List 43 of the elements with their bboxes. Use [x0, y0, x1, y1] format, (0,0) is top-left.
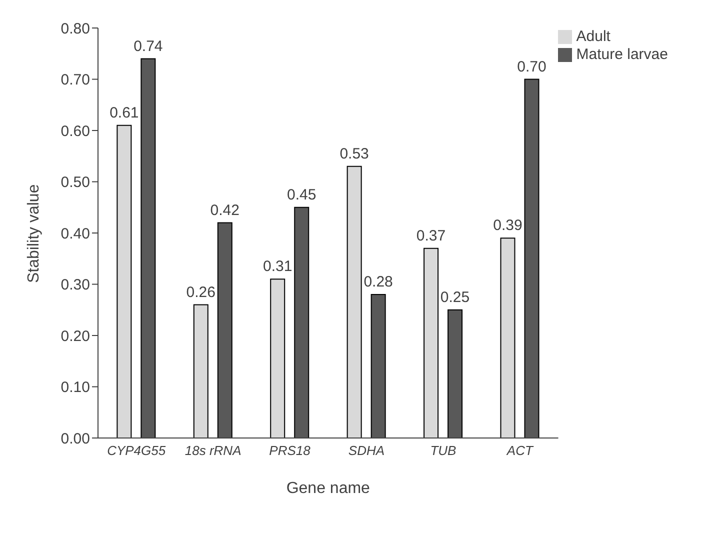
bar — [500, 238, 516, 438]
y-tick-label: 0.70 — [60, 72, 90, 89]
data-label: 0.42 — [210, 202, 240, 219]
data-label: 0.26 — [186, 284, 216, 301]
x-tick-label: 18s rRNA — [184, 443, 242, 458]
y-tick-label: 0.10 — [60, 379, 90, 396]
bar — [217, 222, 232, 438]
bar — [193, 304, 208, 438]
legend-label: Adult — [576, 28, 610, 45]
data-label: 0.31 — [263, 258, 292, 276]
data-label: 0.45 — [287, 186, 316, 204]
bar — [424, 248, 439, 438]
data-label: 0.53 — [340, 145, 369, 162]
y-tick-label: 0.50 — [60, 174, 90, 192]
data-label: 0.61 — [110, 104, 139, 122]
bar — [524, 78, 540, 438]
x-tick-label: TUB — [430, 443, 457, 458]
x-tick-label: SDHA — [348, 443, 385, 458]
y-tick-label: 0.80 — [60, 20, 90, 38]
bar — [140, 58, 156, 438]
x-axis-title: Gene name — [286, 480, 370, 497]
y-tick-label: 0.30 — [60, 276, 90, 294]
data-label: 0.37 — [416, 227, 446, 244]
data-label: 0.74 — [134, 38, 163, 55]
bar — [116, 124, 132, 438]
bar — [370, 294, 386, 438]
x-tick-label: ACT — [506, 443, 534, 458]
y-tick-label: 0.60 — [60, 122, 90, 140]
data-label: 0.25 — [440, 288, 470, 306]
y-tick-label: 0.40 — [60, 225, 90, 242]
data-label: 0.70 — [517, 58, 546, 76]
y-axis-title: Stability value — [26, 184, 43, 283]
y-tick-label: 0.00 — [60, 430, 90, 448]
data-label: 0.28 — [364, 274, 393, 290]
bar — [346, 166, 362, 438]
legend-label: Mature larvae — [576, 46, 668, 63]
y-tick-label: 0.20 — [60, 328, 90, 345]
bar — [270, 278, 286, 438]
data-label: 0.39 — [493, 217, 522, 234]
bar — [448, 309, 463, 438]
bar — [294, 206, 310, 438]
x-tick-label: PRS18 — [269, 443, 312, 458]
x-tick-label: CYP4G55 — [107, 443, 166, 458]
